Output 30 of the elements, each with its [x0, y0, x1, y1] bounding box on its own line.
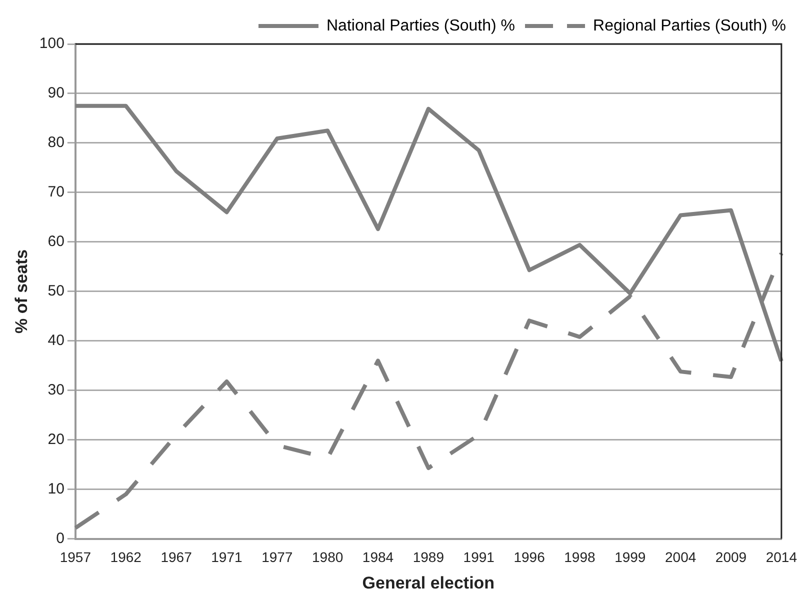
y-tick-label: 80	[48, 134, 64, 152]
y-tick-label: 30	[48, 382, 64, 398]
x-tick-label: 1996	[514, 549, 546, 566]
x-tick-label: 2004	[664, 549, 696, 566]
x-tick-label: 1989	[412, 549, 444, 566]
x-tick-label: 1977	[262, 549, 293, 566]
x-tick-label: 1980	[312, 549, 344, 566]
y-tick-label: 10	[48, 480, 64, 498]
x-tick-label: 1962	[110, 549, 142, 566]
y-axis-title: % of seats	[12, 249, 31, 334]
x-tick-label: 2009	[715, 549, 747, 566]
x-tick-label: 1991	[463, 549, 495, 566]
y-tick-label: 20	[48, 430, 64, 448]
x-tick-label: 1984	[362, 549, 394, 566]
y-tick-label: 60	[48, 233, 64, 250]
legend-label: Regional Parties (South) %	[593, 17, 786, 34]
y-tick-label: 50	[48, 282, 64, 300]
y-tick-label: 100	[39, 35, 64, 52]
x-tick-label: 1971	[211, 549, 242, 566]
x-tick-label: 2014	[766, 549, 798, 566]
x-tick-label: 1957	[60, 549, 92, 566]
y-tick-label: 90	[48, 84, 64, 102]
y-tick-label: 40	[48, 332, 64, 350]
legend-label: National Parties (South) %	[326, 17, 516, 34]
x-axis-title: General election	[362, 573, 495, 592]
x-tick-label: 1967	[160, 549, 192, 566]
y-tick-label: 70	[48, 184, 64, 201]
x-tick-label: 1998	[564, 549, 596, 566]
x-tick-label: 1999	[614, 549, 646, 566]
y-tick-label: 0	[56, 530, 64, 547]
